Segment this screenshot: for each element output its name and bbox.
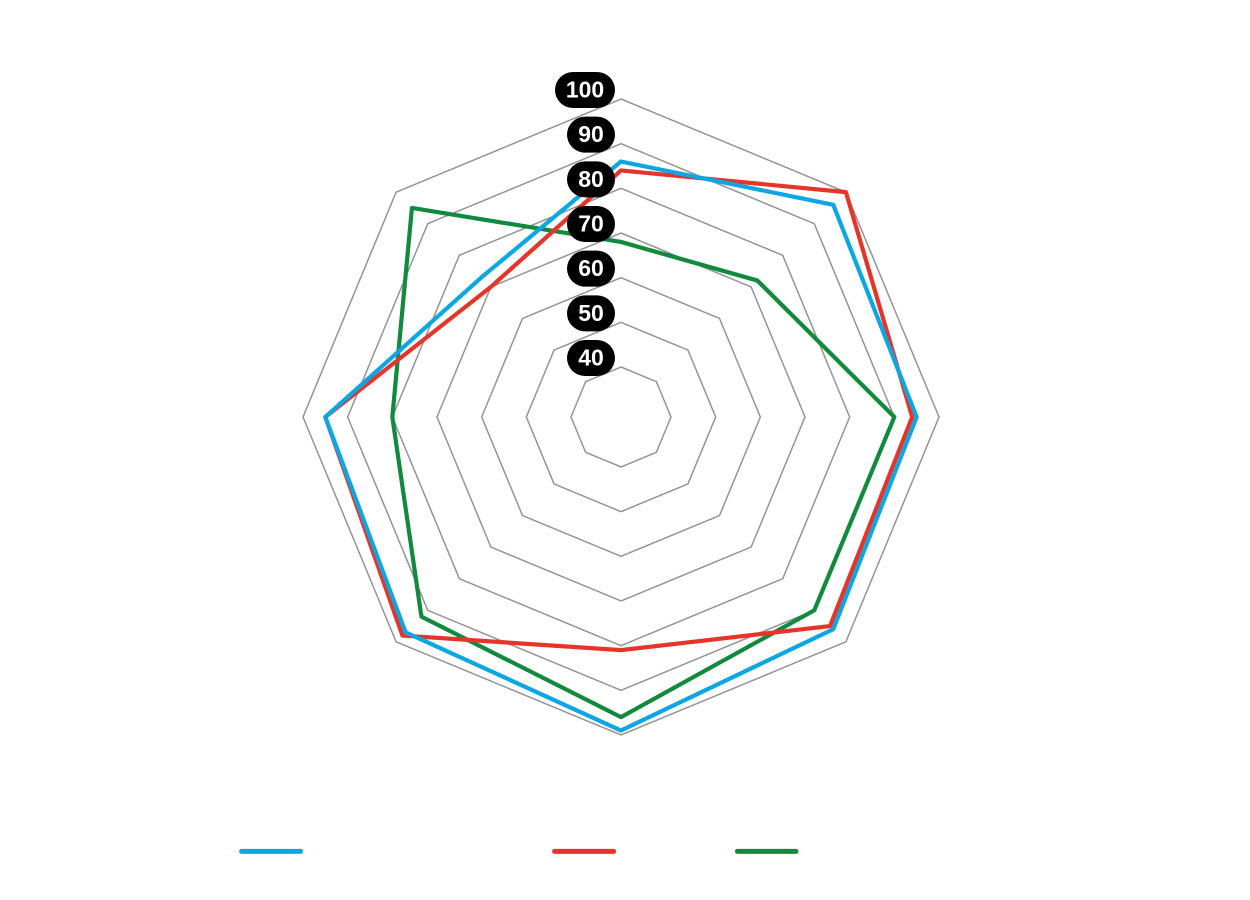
svg-text:80: 80 bbox=[578, 166, 604, 192]
svg-text:100: 100 bbox=[566, 77, 604, 103]
svg-text:60: 60 bbox=[578, 255, 604, 281]
svg-text:70: 70 bbox=[578, 211, 604, 237]
svg-text:50: 50 bbox=[578, 300, 604, 326]
svg-text:90: 90 bbox=[578, 121, 604, 147]
svg-text:40: 40 bbox=[578, 345, 604, 371]
